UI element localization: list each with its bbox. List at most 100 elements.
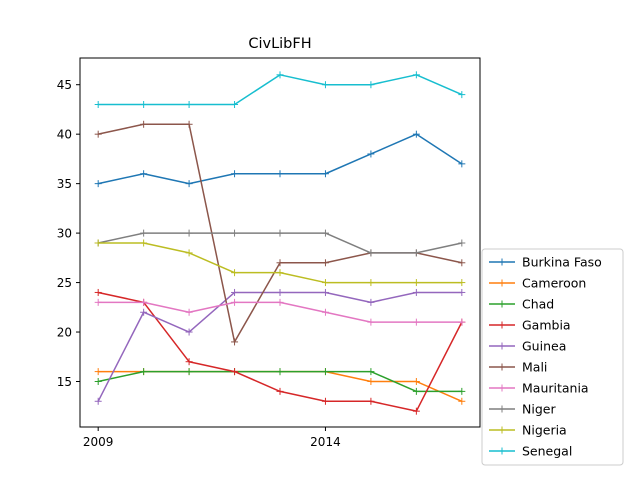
x-tick-label: 2009 <box>83 435 114 449</box>
data-point <box>367 249 375 257</box>
data-point <box>140 239 148 247</box>
y-tick-label: 45 <box>57 78 72 92</box>
data-point <box>231 170 239 178</box>
data-point <box>276 298 284 306</box>
data-point <box>412 279 420 287</box>
data-point <box>140 170 148 178</box>
legend-label: Mali <box>522 360 547 375</box>
series-line <box>98 370 463 402</box>
data-point <box>458 239 466 247</box>
data-point <box>321 81 329 89</box>
legend-entry: Mauritania <box>489 381 589 396</box>
data-point <box>412 318 420 326</box>
data-point <box>321 279 329 287</box>
data-point <box>94 397 102 405</box>
y-tick-label: 25 <box>57 276 72 290</box>
x-tick-label: 2014 <box>310 435 341 449</box>
data-point <box>231 100 239 108</box>
data-point <box>94 368 102 376</box>
data-point <box>94 130 102 138</box>
data-point <box>458 259 466 267</box>
legend-box <box>481 248 624 466</box>
data-point <box>458 318 466 326</box>
axis-ticks: 15 20 25 30 35 40 45 2009 2014 <box>57 78 341 449</box>
data-point <box>367 377 375 385</box>
legend-label: Cameroon <box>522 276 586 291</box>
data-point <box>321 308 329 316</box>
data-point <box>367 368 375 376</box>
data-point <box>231 288 239 296</box>
data-point <box>412 387 420 395</box>
data-point <box>185 180 193 188</box>
data-point <box>276 229 284 237</box>
legend-entry: Guinea <box>489 339 566 354</box>
y-tick-label: 30 <box>57 227 72 241</box>
data-point <box>412 249 420 257</box>
legend-label: Senegal <box>522 444 572 459</box>
data-point <box>412 71 420 79</box>
series-niger <box>94 229 466 257</box>
data-point <box>412 407 420 415</box>
series-gambia <box>94 288 466 415</box>
series-guinea <box>94 288 466 405</box>
y-tick-label: 15 <box>57 375 72 389</box>
data-point <box>458 91 466 99</box>
series-mauritania <box>94 298 466 326</box>
data-point <box>231 368 239 376</box>
data-point <box>94 298 102 306</box>
data-point <box>412 377 420 385</box>
data-point <box>231 269 239 277</box>
data-point <box>458 397 466 405</box>
legend: Burkina Faso Cameroon Chad Gambia Guinea Mali… <box>481 248 624 466</box>
data-point <box>140 298 148 306</box>
data-point <box>185 249 193 257</box>
data-point <box>185 328 193 336</box>
chart-title: CivLibFH <box>248 36 311 52</box>
legend-label: Mauritania <box>522 381 589 396</box>
data-point <box>458 288 466 296</box>
legend-label: Guinea <box>522 339 566 354</box>
data-point <box>367 81 375 89</box>
data-point <box>321 288 329 296</box>
data-point <box>185 100 193 108</box>
data-point <box>321 397 329 405</box>
data-point <box>276 259 284 267</box>
series-line <box>97 291 462 402</box>
data-point <box>321 368 329 376</box>
data-point <box>185 368 193 376</box>
y-tick-label: 35 <box>57 177 72 191</box>
data-point <box>185 358 193 366</box>
data-point <box>140 368 148 376</box>
data-point <box>321 170 329 178</box>
data-point <box>276 170 284 178</box>
data-point <box>321 259 329 267</box>
data-point <box>140 229 148 237</box>
data-point <box>185 308 193 316</box>
data-point <box>276 368 284 376</box>
data-point <box>94 377 102 385</box>
legend-entry: Mali <box>489 360 547 375</box>
data-point <box>140 100 148 108</box>
data-point <box>94 288 102 296</box>
data-point <box>140 308 148 316</box>
data-point <box>367 318 375 326</box>
data-point <box>231 229 239 237</box>
legend-label: Chad <box>522 297 554 312</box>
series-burkina-faso <box>94 130 466 188</box>
data-point <box>458 160 466 168</box>
legend-entry: Burkina Faso <box>489 255 602 270</box>
data-point <box>231 338 239 346</box>
legend-entry: Cameroon <box>489 276 586 291</box>
data-point <box>367 397 375 405</box>
data-point <box>276 387 284 395</box>
legend-label: Nigeria <box>522 423 567 438</box>
y-tick-label: 40 <box>57 128 72 142</box>
data-point <box>458 387 466 395</box>
legend-label: Gambia <box>522 318 571 333</box>
legend-entry: Niger <box>489 402 556 417</box>
data-point <box>231 298 239 306</box>
data-point <box>185 229 193 237</box>
data-point <box>367 150 375 158</box>
y-tick-label: 20 <box>57 326 72 340</box>
